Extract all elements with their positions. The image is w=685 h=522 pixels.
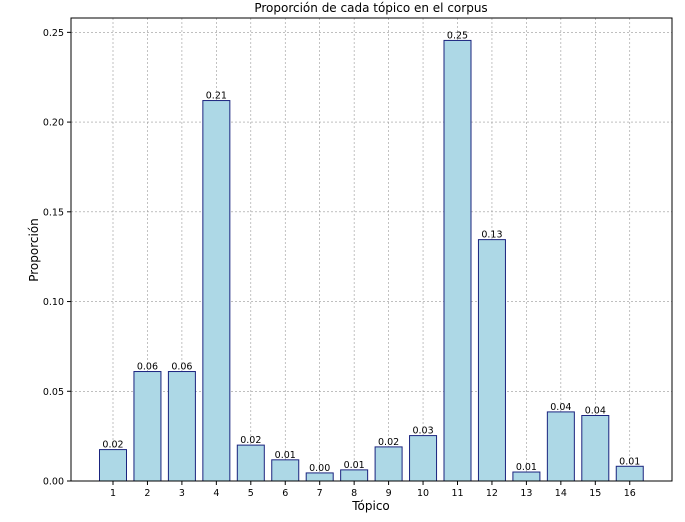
x-tick-label: 9 [386, 488, 392, 499]
bar-value-label: 0.02 [378, 437, 399, 448]
plot-frame [70, 17, 673, 482]
bar [271, 459, 300, 482]
bar-value-label: 0.02 [240, 435, 261, 446]
bar [167, 371, 196, 482]
x-tick-label: 15 [589, 488, 601, 499]
x-tick-label: 12 [486, 488, 498, 499]
x-tick-label: 13 [520, 488, 532, 499]
x-axis-ticks: 1 2 3 4 5 6 7 8 9 10 11 12 13 14 15 16 [110, 481, 636, 499]
bar-value-label: 0.21 [206, 91, 227, 102]
y-tick-label: 0.15 [43, 207, 64, 218]
x-tick-label: 16 [624, 488, 636, 499]
y-tick-label: 0.00 [43, 477, 64, 488]
x-tick-label: 10 [417, 488, 429, 499]
bar-value-label: 0.01 [516, 462, 537, 473]
bar-value-label: 0.06 [137, 362, 158, 373]
bars [99, 39, 644, 482]
x-tick-label: 1 [110, 488, 116, 499]
bar-value-label: 0.13 [481, 230, 502, 241]
y-tick-label: 0.10 [43, 297, 64, 308]
bar [477, 239, 506, 482]
bar [374, 446, 403, 482]
y-tick-label: 0.25 [43, 28, 64, 39]
x-tick-label: 14 [555, 488, 567, 499]
x-tick-label: 5 [248, 488, 254, 499]
bar [340, 469, 369, 482]
y-tick-label: 0.05 [43, 387, 64, 398]
bar [99, 449, 127, 482]
x-tick-label: 11 [451, 488, 463, 499]
bar [305, 472, 334, 482]
bar-value-label: 0.03 [412, 426, 433, 437]
bar-value-label: 0.00 [309, 463, 330, 474]
y-axis-title: Proporción [27, 218, 41, 282]
x-tick-label: 7 [317, 488, 323, 499]
bar [546, 411, 575, 482]
bar [512, 471, 541, 482]
bar [409, 435, 438, 482]
bar-value-label: 0.01 [344, 460, 365, 471]
bar-value-label: 0.04 [550, 402, 571, 413]
bar [236, 444, 265, 482]
x-tick-label: 4 [213, 488, 219, 499]
bar-value-label: 0.01 [619, 456, 640, 467]
bar-value-label: 0.04 [585, 405, 606, 416]
x-tick-label: 2 [144, 488, 150, 499]
bar [581, 414, 610, 482]
bar [443, 39, 472, 482]
bar-value-label: 0.01 [275, 450, 296, 461]
bar [133, 371, 162, 482]
x-tick-label: 3 [179, 488, 185, 499]
bar-value-label: 0.02 [102, 440, 123, 451]
bar-value-label: 0.25 [447, 30, 468, 41]
bar-value-labels: 0.02 0.06 0.06 0.21 0.02 0.01 0.00 0.01 0.02 0.03… [102, 30, 640, 473]
x-tick-label: 6 [282, 488, 288, 499]
y-tick-label: 0.20 [43, 118, 64, 129]
x-axis-title: Tópico [351, 499, 390, 513]
bar-value-label: 0.06 [171, 362, 192, 373]
bar [615, 465, 644, 482]
y-axis-ticks: 0.00 0.05 0.10 0.15 0.20 0.25 [43, 28, 71, 488]
chart-title: Proporción de cada tópico en el corpus [254, 1, 487, 15]
bar [202, 100, 231, 482]
x-tick-label: 8 [351, 488, 357, 499]
